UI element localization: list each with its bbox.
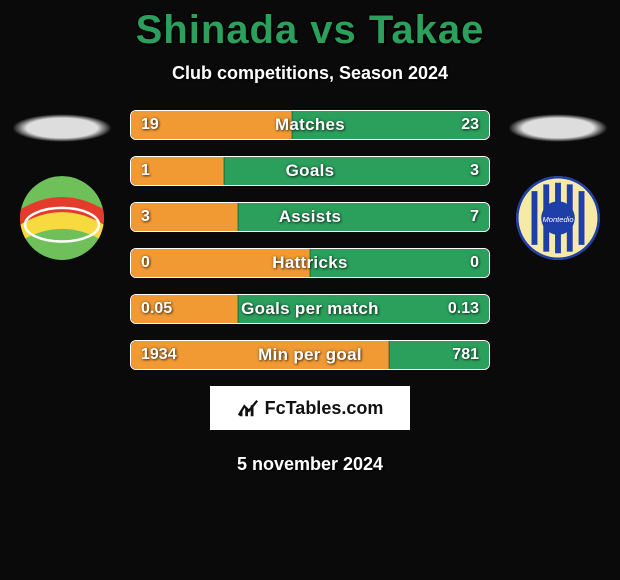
page-title: Shinada vs Takae <box>136 8 485 53</box>
stat-value-right: 23 <box>461 116 479 134</box>
left-player-silhouette <box>12 114 112 142</box>
stat-label: Min per goal <box>258 345 362 365</box>
left-club-badge <box>20 176 104 260</box>
stat-value-left: 0.05 <box>141 300 172 318</box>
stat-label: Matches <box>275 115 345 135</box>
stat-value-right: 0 <box>470 254 479 272</box>
stat-label: Assists <box>279 207 342 227</box>
stat-value-right: 781 <box>452 346 479 364</box>
stat-value-right: 3 <box>470 162 479 180</box>
stat-bar: 0.05 Goals per match 0.13 <box>130 294 490 324</box>
stat-value-left: 19 <box>141 116 159 134</box>
stat-fill-right <box>238 203 489 231</box>
stat-bar: 19 Matches 23 <box>130 110 490 140</box>
comparison-row: 19 Matches 23 1 Goals 3 3 Assists 7 0 Hattricks 0 0.… <box>0 110 620 370</box>
stat-bar: 1 Goals 3 <box>130 156 490 186</box>
stats-column: 19 Matches 23 1 Goals 3 3 Assists 7 0 Hattricks 0 0.… <box>130 110 490 370</box>
branding-text: FcTables.com <box>265 398 384 419</box>
right-club-badge: Montedio <box>516 176 600 260</box>
stat-label: Hattricks <box>272 253 347 273</box>
stat-value-left: 1934 <box>141 346 177 364</box>
left-player-column <box>12 110 112 260</box>
stat-label: Goals <box>286 161 335 181</box>
svg-text:Montedio: Montedio <box>542 215 573 224</box>
stat-value-left: 0 <box>141 254 150 272</box>
right-player-column: Montedio <box>508 110 608 260</box>
stat-bar: 1934 Min per goal 781 <box>130 340 490 370</box>
date-line: 5 november 2024 <box>237 454 383 475</box>
stat-fill-right <box>224 157 489 185</box>
stat-value-left: 1 <box>141 162 150 180</box>
stat-bar: 3 Assists 7 <box>130 202 490 232</box>
left-club-badge-icon <box>20 176 104 260</box>
stat-value-right: 0.13 <box>448 300 479 318</box>
stat-label: Goals per match <box>241 299 379 319</box>
stat-value-right: 7 <box>470 208 479 226</box>
stat-bar: 0 Hattricks 0 <box>130 248 490 278</box>
branding-badge: FcTables.com <box>210 386 410 430</box>
chart-icon <box>237 397 259 419</box>
stat-value-left: 3 <box>141 208 150 226</box>
subtitle: Club competitions, Season 2024 <box>172 63 448 84</box>
right-club-badge-icon: Montedio <box>516 176 600 260</box>
right-player-silhouette <box>508 114 608 142</box>
